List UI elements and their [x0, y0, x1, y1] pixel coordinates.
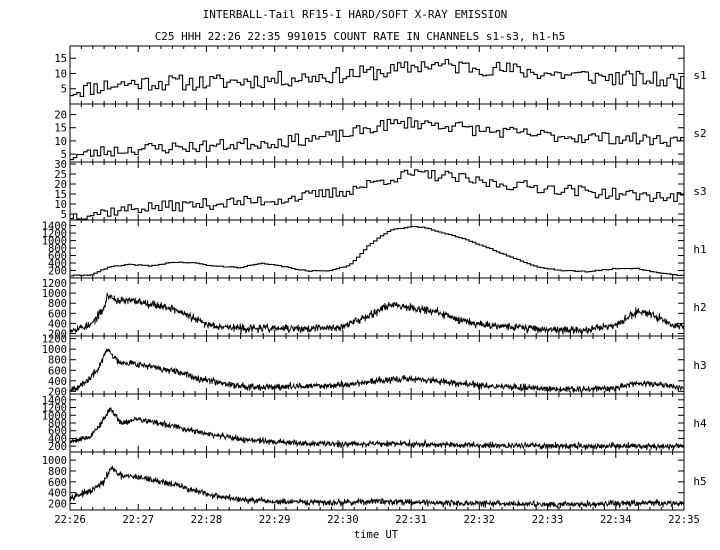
y-tick-label: 600	[48, 308, 67, 320]
y-tick-label: 1000	[42, 410, 67, 422]
y-tick-label: 10	[54, 136, 67, 148]
x-tick-label: 22:29	[259, 514, 291, 526]
y-tick-label: 600	[48, 477, 67, 489]
x-tick-label: 22:30	[327, 514, 359, 526]
y-tick-label: 800	[48, 243, 67, 255]
series-label: h3	[693, 359, 706, 372]
y-tick-label: 20	[54, 110, 67, 122]
x-axis-label: time UT	[354, 529, 399, 541]
y-tick-label: 800	[48, 355, 67, 367]
series-s2-line	[70, 117, 684, 161]
y-tick-label: 5	[61, 149, 67, 161]
y-tick-label: 15	[54, 189, 67, 201]
series-h5-line	[69, 465, 685, 510]
panel-frame	[69, 335, 685, 395]
y-tick-label: 1000	[42, 344, 67, 356]
x-axis: 22:26 22:27 22:28 22:29 22:30 22:31 22:32 22:33…	[54, 514, 700, 526]
chart-title: INTERBALL-Tail RF15-I HARD/SOFT X-RAY EM…	[203, 8, 508, 21]
y-tick-label: 15	[54, 123, 67, 135]
series-label: h5	[693, 475, 706, 488]
y-tick-label: 400	[48, 318, 67, 330]
series-label: s1	[693, 69, 706, 82]
y-tick-label: 5	[61, 209, 67, 221]
chart-subtitle: C25 HHH 22:26 22:35 991015 COUNT RATE IN…	[155, 30, 566, 43]
y-tick-label: 200	[48, 386, 67, 398]
y-tick-label: 30	[54, 159, 67, 171]
y-tick-label: 600	[48, 426, 67, 438]
y-tick-label: 200	[48, 498, 67, 510]
series-s1-line	[70, 58, 684, 97]
y-tick-label: 400	[48, 258, 67, 270]
y-tick-label: 800	[48, 466, 67, 478]
x-tick-label: 22:28	[191, 514, 223, 526]
y-tick-label: 1200	[42, 403, 67, 415]
y-tick-label: 400	[48, 376, 67, 388]
y-tick-label: 1400	[42, 395, 67, 407]
series-label: s2	[693, 127, 706, 140]
panel-s1: 5 10 15 s1	[54, 45, 707, 105]
y-tick-label: 200	[48, 266, 67, 278]
series-label: h2	[693, 301, 706, 314]
y-tick-label: 1000	[42, 236, 67, 248]
y-tick-label: 1400	[42, 221, 67, 233]
y-tick-label: 1000	[42, 455, 67, 467]
series-label: s3	[693, 185, 706, 198]
y-tick-label: 800	[48, 298, 67, 310]
series-h2-line	[69, 292, 685, 335]
y-tick-label: 600	[48, 365, 67, 377]
y-tick-label: 800	[48, 418, 67, 430]
y-tick-label: 1200	[42, 228, 67, 240]
x-tick-label: 22:27	[122, 514, 154, 526]
series-label: h4	[693, 417, 707, 430]
series-h4-line	[69, 406, 685, 451]
x-tick-label: 22:32	[464, 514, 496, 526]
x-tick-label: 22:26	[54, 514, 86, 526]
y-tick-label: 200	[48, 441, 67, 453]
x-tick-label: 22:35	[668, 514, 700, 526]
y-tick-label: 5	[61, 84, 67, 96]
y-tick-label: 1000	[42, 288, 67, 300]
series-h1-line	[70, 225, 684, 277]
series-h3-line	[69, 348, 685, 394]
y-tick-label: 1200	[42, 278, 67, 290]
y-tick-label: 200	[48, 328, 67, 340]
panel-frame	[69, 451, 685, 511]
y-tick-label: 25	[54, 169, 67, 181]
series-label: h1	[693, 243, 706, 256]
x-tick-label: 22:34	[600, 514, 632, 526]
y-tick-label: 400	[48, 433, 67, 445]
x-tick-label: 22:31	[395, 514, 427, 526]
panel-frame	[69, 219, 685, 279]
panel-frame	[69, 103, 685, 163]
y-tick-label: 400	[48, 488, 67, 500]
y-tick-label: 10	[54, 199, 67, 211]
y-tick-label: 20	[54, 179, 67, 191]
y-tick-label: 10	[54, 68, 67, 80]
y-tick-label: 15	[54, 53, 67, 65]
panels-group: 51015s15101520s251015202530s320040060080…	[42, 45, 707, 511]
x-tick-label: 22:33	[532, 514, 564, 526]
series-s3-line	[70, 169, 684, 220]
y-tick-label: 1200	[42, 334, 67, 346]
y-tick-label: 600	[48, 251, 67, 263]
